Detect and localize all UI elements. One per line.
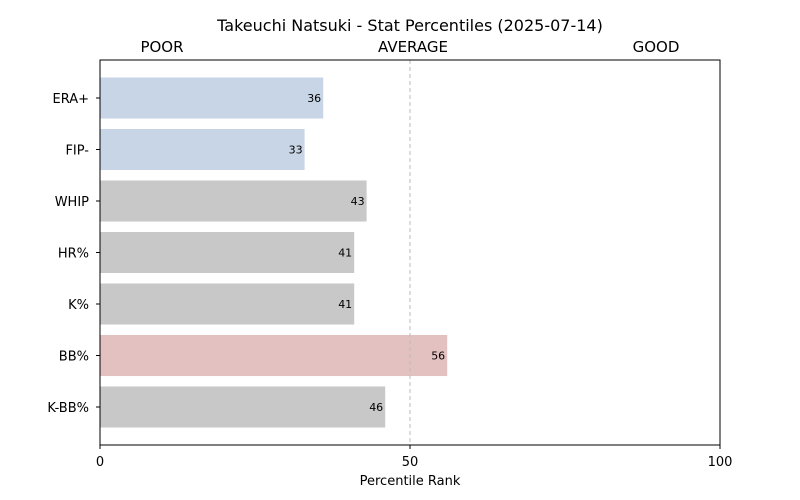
x-tick-label-0: 0 <box>96 455 104 470</box>
bar-value-k: 41 <box>338 298 352 311</box>
bar-value-bb: 56 <box>431 350 445 363</box>
bar-value-era: 36 <box>307 92 321 105</box>
y-tick-label-bb: BB% <box>59 350 89 365</box>
bar-value-hr: 41 <box>338 247 352 260</box>
bar-era <box>100 77 324 119</box>
band-label-good: GOOD <box>633 38 680 56</box>
bar-value-fip: 33 <box>289 144 303 157</box>
bar-bb <box>100 334 448 377</box>
y-tick-label-k-bb: K-BB% <box>47 401 89 416</box>
band-label-poor: POOR <box>140 38 183 56</box>
bar-k <box>100 283 355 325</box>
band-label-average: AVERAGE <box>378 38 448 56</box>
x-axis-label: Percentile Rank <box>360 474 461 489</box>
bar-whip <box>100 180 367 222</box>
y-tick-label-k: K% <box>68 298 89 313</box>
x-tick-label-50: 50 <box>402 455 419 470</box>
bar-value-whip: 43 <box>351 195 365 208</box>
bar-fip <box>100 128 305 171</box>
bar-value-k-bb: 46 <box>369 401 383 414</box>
y-tick-label-hr: HR% <box>58 247 89 262</box>
y-tick-label-fip: FIP- <box>65 144 89 159</box>
y-tick-label-era: ERA+ <box>52 92 89 107</box>
bar-k-bb <box>100 386 386 428</box>
y-tick-label-whip: WHIP <box>55 195 89 210</box>
bar-hr <box>100 231 355 274</box>
x-tick-label-100: 100 <box>708 455 733 470</box>
chart-title: Takeuchi Natsuki - Stat Percentiles (202… <box>216 16 603 35</box>
